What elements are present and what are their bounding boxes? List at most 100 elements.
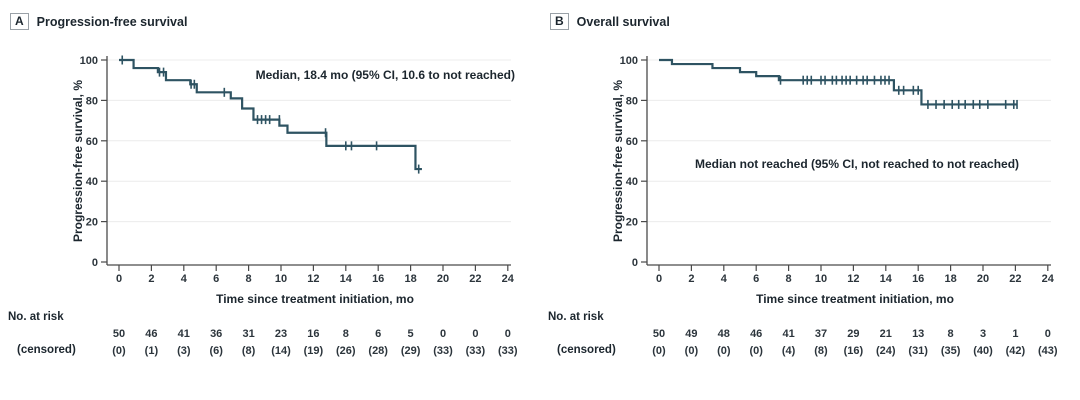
panel-a-at-risk-label: No. at risk (8, 311, 64, 323)
x-tick-label: 22 (1009, 273, 1021, 285)
censored-count: (4) (782, 345, 796, 357)
x-tick-label: 16 (912, 273, 924, 285)
at-risk-count: 36 (210, 328, 222, 340)
x-tick-label: 4 (721, 273, 728, 285)
censored-count: (35) (941, 345, 961, 357)
at-risk-count: 0 (472, 328, 478, 340)
censored-count: (0) (112, 345, 126, 357)
at-risk-count: 46 (750, 328, 762, 340)
censored-count: (40) (973, 345, 993, 357)
censored-count: (43) (1038, 345, 1058, 357)
panel-a-title: Progression-free survival (36, 14, 188, 29)
panel-b-letter-badge: B (550, 13, 569, 30)
panel-b-median-annotation: Median not reached (95% CI, not reached … (694, 157, 1020, 171)
censored-count: (29) (401, 345, 421, 357)
panel-a-median-annotation: Median, 18.4 mo (95% CI, 10.6 to not rea… (255, 68, 515, 82)
survival-step-curve (659, 58, 1018, 106)
x-tick-label: 0 (656, 273, 662, 285)
panel-b-title: Overall survival (576, 14, 670, 29)
y-tick-label: 100 (620, 55, 638, 67)
censored-count: (0) (749, 345, 763, 357)
x-tick-label: 14 (880, 273, 893, 285)
censored-count: (16) (844, 345, 864, 357)
censored-count: (31) (908, 345, 928, 357)
censored-count: (33) (433, 345, 453, 357)
censored-count: (3) (177, 345, 191, 357)
y-tick-label: 40 (626, 176, 638, 188)
panel-a-header: A Progression-free survival (10, 13, 187, 30)
y-tick-label: 40 (86, 176, 98, 188)
censored-count: (14) (271, 345, 291, 357)
x-tick-label: 2 (688, 273, 694, 285)
panel-overall-survival: B Overall survival Progression-free surv… (540, 0, 1080, 400)
panel-b-header: B Overall survival (550, 13, 670, 30)
x-tick-label: 10 (815, 273, 827, 285)
censored-count: (33) (498, 345, 518, 357)
at-risk-count: 48 (718, 328, 730, 340)
at-risk-count: 41 (782, 328, 794, 340)
x-tick-label: 18 (944, 273, 956, 285)
at-risk-count: 50 (113, 328, 125, 340)
x-tick-label: 12 (307, 273, 319, 285)
at-risk-count: 41 (178, 328, 190, 340)
at-risk-count: 1 (1012, 328, 1018, 340)
at-risk-count: 16 (307, 328, 319, 340)
at-risk-count: 6 (375, 328, 381, 340)
at-risk-count: 37 (815, 328, 827, 340)
at-risk-count: 8 (343, 328, 349, 340)
censored-count: (8) (814, 345, 828, 357)
panel-b-y-axis-label: Progression-free survival, % (611, 79, 625, 243)
censored-count: (0) (652, 345, 666, 357)
panel-b-x-axis-label: Time since treatment initiation, mo (756, 292, 954, 306)
x-tick-label: 12 (847, 273, 859, 285)
panel-a-x-axis-label: Time since treatment initiation, mo (216, 292, 414, 306)
y-tick-label: 20 (86, 217, 98, 229)
y-tick-label: 80 (626, 95, 638, 107)
panel-a-y-axis-label: Progression-free survival, % (71, 79, 85, 243)
x-tick-label: 20 (977, 273, 989, 285)
at-risk-count: 8 (948, 328, 954, 340)
panel-b-at-risk-label: No. at risk (548, 311, 604, 323)
y-tick-label: 20 (626, 217, 638, 229)
at-risk-count: 3 (980, 328, 986, 340)
at-risk-count: 0 (1045, 328, 1051, 340)
y-tick-label: 0 (632, 257, 638, 269)
at-risk-count: 50 (653, 328, 665, 340)
x-tick-label: 22 (469, 273, 481, 285)
x-tick-label: 14 (340, 273, 353, 285)
x-tick-label: 4 (181, 273, 188, 285)
at-risk-count: 31 (242, 328, 254, 340)
censored-count: (0) (717, 345, 731, 357)
censored-count: (19) (304, 345, 324, 357)
at-risk-count: 13 (912, 328, 924, 340)
at-risk-count: 21 (880, 328, 892, 340)
x-tick-label: 8 (786, 273, 792, 285)
censored-count: (42) (1006, 345, 1026, 357)
x-tick-label: 0 (116, 273, 122, 285)
at-risk-count: 0 (440, 328, 446, 340)
panel-a-censored-label: (censored) (17, 344, 76, 356)
censored-count: (28) (368, 345, 388, 357)
censored-count: (0) (685, 345, 699, 357)
censored-count: (6) (209, 345, 223, 357)
at-risk-count: 29 (847, 328, 859, 340)
y-tick-label: 60 (86, 136, 98, 148)
y-tick-label: 0 (92, 257, 98, 269)
at-risk-count: 23 (275, 328, 287, 340)
at-risk-count: 0 (505, 328, 511, 340)
at-risk-count: 49 (685, 328, 697, 340)
x-tick-label: 10 (275, 273, 287, 285)
x-tick-label: 18 (404, 273, 416, 285)
x-tick-label: 24 (502, 273, 515, 285)
y-tick-label: 60 (626, 136, 638, 148)
censored-count: (24) (876, 345, 896, 357)
censored-count: (26) (336, 345, 356, 357)
panel-progression-free-survival: A Progression-free survival Progression-… (8, 13, 518, 357)
x-tick-label: 8 (246, 273, 252, 285)
x-tick-label: 6 (213, 273, 219, 285)
at-risk-count: 46 (145, 328, 157, 340)
panel-a-letter-badge: A (10, 13, 29, 30)
